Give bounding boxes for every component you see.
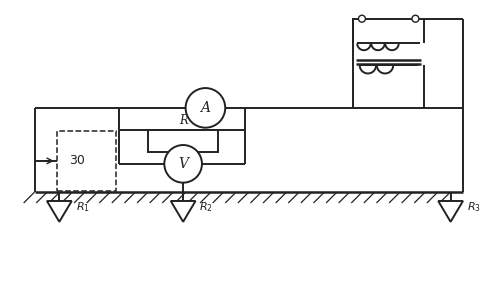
Circle shape (358, 15, 366, 22)
Circle shape (186, 88, 225, 128)
Text: $R_2$: $R_2$ (200, 200, 213, 214)
Text: A: A (200, 101, 210, 115)
Polygon shape (438, 201, 463, 222)
Text: $R_3$: $R_3$ (467, 200, 481, 214)
Text: $R_1$: $R_1$ (76, 200, 90, 214)
Polygon shape (47, 201, 72, 222)
Text: V: V (178, 157, 188, 171)
Circle shape (412, 15, 419, 22)
Text: 30: 30 (69, 154, 85, 167)
Text: R: R (178, 114, 188, 127)
Polygon shape (171, 201, 196, 222)
Bar (57, 131, 116, 191)
Bar (148, 130, 218, 152)
Circle shape (164, 145, 202, 183)
